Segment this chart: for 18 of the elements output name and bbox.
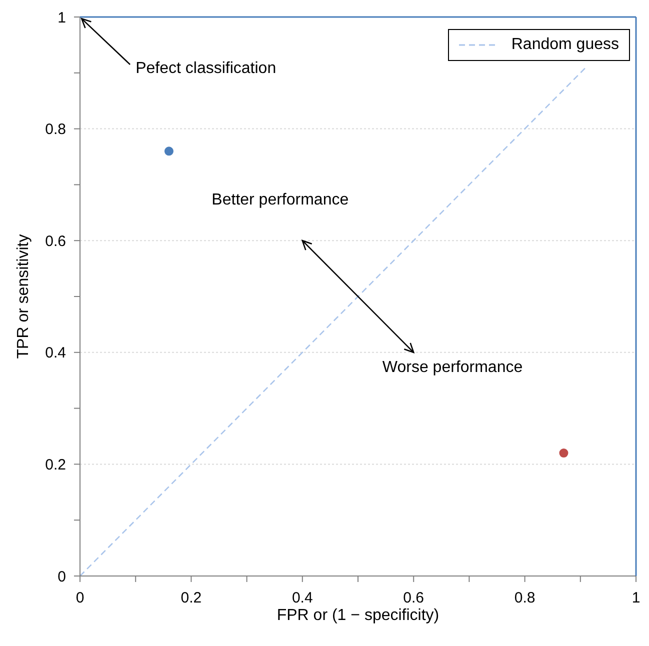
- x-tick-label: 0.4: [292, 590, 313, 607]
- x-tick-label: 0: [76, 590, 84, 607]
- y-tick-label: 0.8: [45, 121, 66, 138]
- x-tick-label: 0.8: [514, 590, 536, 607]
- y-tick-label: 0.6: [45, 232, 66, 250]
- legend-label: Random guess: [511, 36, 619, 54]
- annotation: Pefect classification: [136, 60, 276, 77]
- y-tick-label: 0: [58, 568, 66, 586]
- x-tick-label: 0.2: [180, 590, 202, 607]
- y-tick-label: 0.4: [45, 344, 66, 362]
- annotation: Worse performance: [382, 358, 523, 376]
- y-tick-label: 0.2: [45, 456, 66, 474]
- x-tick-label: 0.6: [403, 590, 424, 607]
- y-axis-title: TPR or sensitivity: [15, 234, 32, 359]
- y-tick-label: 1: [58, 9, 66, 26]
- x-axis-title: FPR or (1 − specificity): [276, 607, 440, 624]
- annotation: Better performance: [212, 191, 349, 208]
- x-tick-label: 1: [632, 590, 640, 607]
